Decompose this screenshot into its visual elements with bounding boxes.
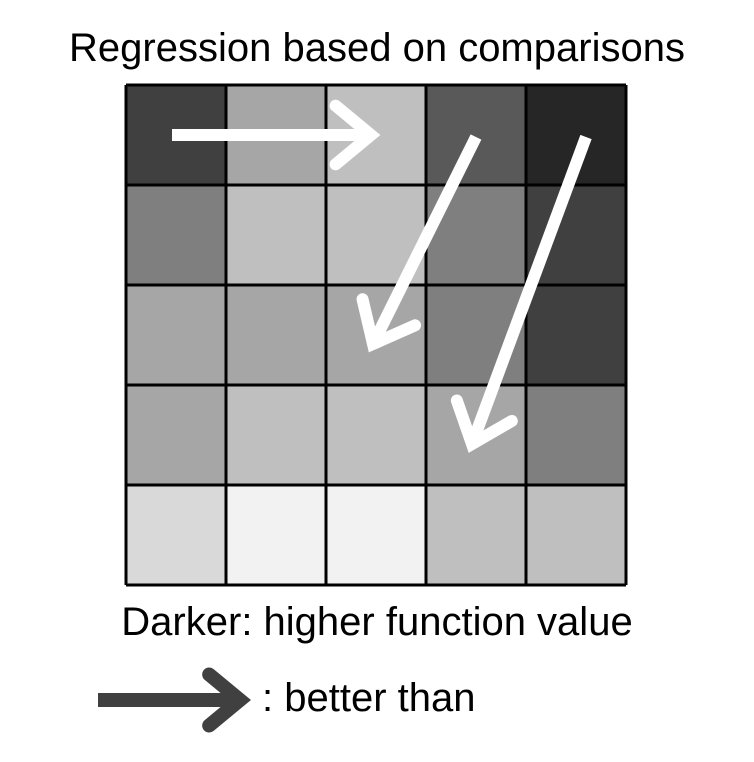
grid-cell-r4-c3 [326, 385, 426, 485]
grid-cell-r5-c2 [226, 485, 326, 585]
grid-cell-r3-c1 [126, 285, 226, 385]
comparison-arrows [172, 99, 592, 453]
grid-cell-r5-c5 [526, 485, 626, 585]
legend-label: : better than [262, 676, 476, 720]
grid-cell-r3-c2 [226, 285, 326, 385]
grid-cell-r5-c4 [426, 485, 526, 585]
legend-arrow [98, 667, 251, 733]
grid-cell-r1-c4 [426, 85, 526, 185]
grid-cell-r2-c1 [126, 185, 226, 285]
right-arrow-icon [98, 667, 251, 733]
grid-cell-r4-c1 [126, 385, 226, 485]
comparison-arrow-3 [450, 134, 592, 453]
grid-cell-r5-c1 [126, 485, 226, 585]
borders-layer [124, 83, 628, 587]
grid-caption: Darker: higher function value [121, 600, 633, 644]
comparison-arrow-2 [356, 134, 482, 353]
grid-cell-r4-c2 [226, 385, 326, 485]
comparison-arrow-1 [172, 99, 381, 171]
cells-layer [126, 85, 626, 585]
grid-cell-r3-c5 [526, 285, 626, 385]
grid-cell-r4-c5 [526, 385, 626, 485]
grid-cell-r5-c3 [326, 485, 426, 585]
grid-cell-r2-c2 [226, 185, 326, 285]
diagram-title: Regression based on comparisons [69, 26, 685, 70]
